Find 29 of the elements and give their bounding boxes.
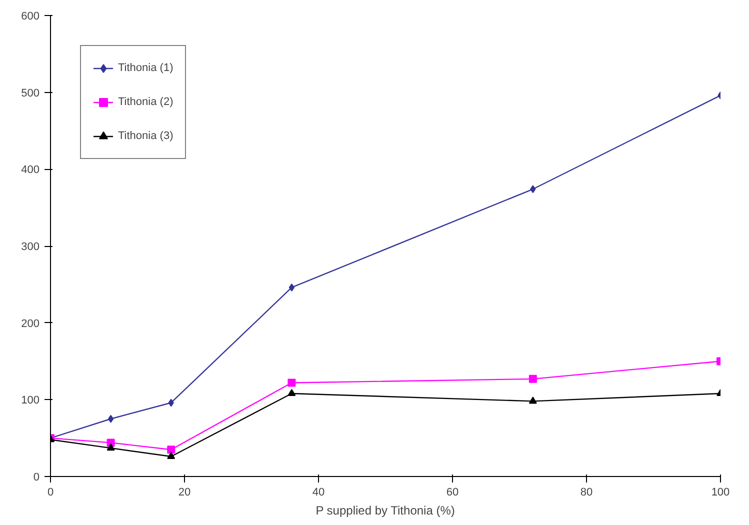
y-tick-label: 100: [21, 394, 40, 407]
x-tick-label: 40: [312, 486, 325, 498]
legend-label: Tithonia (2): [118, 96, 174, 108]
point: [167, 446, 176, 454]
point: [288, 388, 296, 396]
point: [530, 185, 536, 194]
point: [167, 452, 176, 460]
point: [108, 414, 114, 423]
x-axis-title: P supplied by Tithonia (%): [316, 504, 455, 518]
x-tick-label: 20: [178, 486, 191, 498]
x-tick-label: 100: [711, 486, 730, 498]
y-tick-label: 500: [21, 87, 40, 100]
y-tick-label: 400: [21, 164, 40, 176]
x-tick-label: 0: [47, 486, 54, 498]
x-tick-label: 80: [580, 486, 593, 498]
point: [528, 374, 537, 383]
point: [288, 283, 295, 292]
y-tick-label: 600: [21, 10, 40, 22]
point: [168, 398, 174, 407]
point: [106, 444, 115, 451]
y-tick-label: 300: [21, 241, 40, 253]
y-tick-label: 200: [21, 318, 40, 330]
y-tick-label: 0: [33, 472, 40, 484]
point: [288, 378, 296, 387]
legend-label: Tithonia (1): [118, 62, 174, 74]
point: [106, 438, 115, 447]
x-tick-label: 60: [446, 486, 459, 498]
point: [528, 396, 537, 404]
legend-label: Tithonia (3): [118, 130, 174, 142]
